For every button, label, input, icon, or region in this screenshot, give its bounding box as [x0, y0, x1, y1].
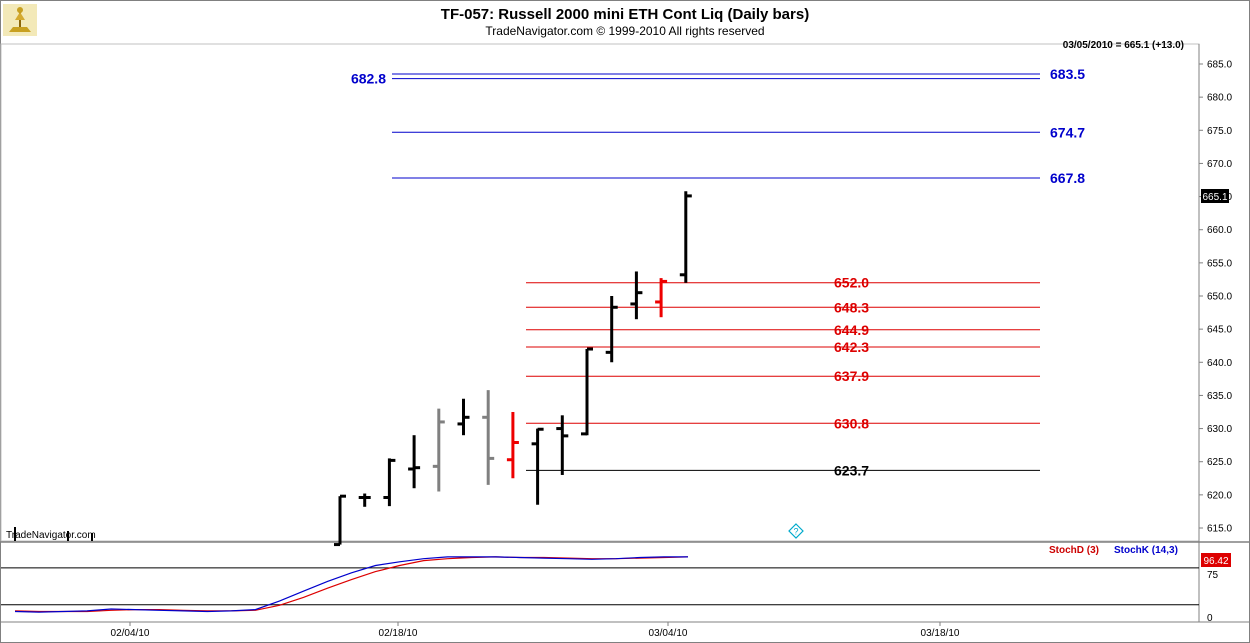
ohlc-bar — [358, 493, 371, 507]
price-tick-label: 685.0 — [1207, 60, 1232, 71]
level-label-644.9: 644.9 — [834, 322, 869, 338]
navigator-logo-icon[interactable] — [3, 4, 37, 36]
price-tick-label: 655.0 — [1207, 258, 1232, 269]
time-tick-label: 02/04/10 — [111, 628, 150, 639]
price-tick-label: 660.0 — [1207, 225, 1232, 236]
time-tick-label: 03/04/10 — [649, 628, 688, 639]
ohlc-bar — [605, 296, 618, 363]
last-price-label: 665.1 — [1202, 192, 1227, 203]
ohlc-bar — [531, 427, 544, 505]
stochd-legend: StochD (3) — [1049, 545, 1099, 556]
ohlc-bar — [457, 398, 470, 436]
price-tick-label: 650.0 — [1207, 292, 1232, 303]
last-price-box — [1201, 189, 1229, 203]
price-tick-label: 675.0 — [1207, 126, 1232, 137]
ohlc-bar — [581, 347, 593, 436]
stoch-value-box — [1201, 553, 1231, 567]
svg-text:?: ? — [793, 527, 798, 537]
level-label-674.7: 674.7 — [1050, 124, 1085, 140]
copyright-subtitle: TradeNavigator.com © 1999-2010 All right… — [485, 24, 764, 38]
stoch-tick-0: 0 — [1207, 613, 1213, 624]
ohlc-bar — [655, 278, 668, 318]
level-label-637.9: 637.9 — [834, 368, 869, 384]
last-quote: 03/05/2010 = 665.1 (+13.0) — [1063, 40, 1184, 51]
price-tick-label: 640.0 — [1207, 358, 1232, 369]
ohlc-bar — [556, 415, 569, 475]
ohlc-bar — [506, 412, 519, 479]
price-tick-label: 620.0 — [1207, 490, 1232, 501]
price-tick-label: 630.0 — [1207, 424, 1232, 435]
ohlc-bar — [630, 271, 643, 320]
ohlc-bar — [334, 494, 346, 547]
chart-title: TF-057: Russell 2000 mini ETH Cont Liq (… — [441, 6, 809, 23]
level-label-682.8: 682.8 — [351, 71, 386, 87]
help-diamond-icon[interactable]: ? — [788, 523, 804, 539]
price-tick-label: 625.0 — [1207, 457, 1232, 468]
time-tick-label: 02/18/10 — [379, 628, 418, 639]
ohlc-bar — [383, 458, 396, 507]
price-tick-label: 680.0 — [1207, 93, 1232, 104]
stochastic-pane — [1, 556, 1199, 613]
level-label-642.3: 642.3 — [834, 339, 869, 355]
price-pane — [0, 43, 1200, 542]
level-label-652.0: 652.0 — [834, 275, 869, 291]
stochk-legend: StochK (14,3) — [1114, 545, 1178, 556]
level-label-630.8: 630.8 — [834, 415, 869, 431]
ohlc-bars — [334, 191, 692, 547]
level-label-623.7: 623.7 — [834, 462, 869, 478]
price-axis: 615.0 620.0 625.0 630.0 635.0 640.0 645.0 650.0… — [1199, 60, 1232, 535]
stoch-tick-75: 75 — [1207, 570, 1219, 581]
watermark: TradeNavigator.com — [6, 530, 96, 541]
price-tick-label: 670.0 — [1207, 159, 1232, 170]
price-tick-label: 615.0 — [1207, 524, 1232, 535]
price-tick-label: 635.0 — [1207, 391, 1232, 402]
stochk-line — [14, 556, 688, 613]
ohlc-bar — [679, 191, 692, 283]
level-label-683.5: 683.5 — [1050, 66, 1085, 82]
level-label-648.3: 648.3 — [834, 299, 869, 315]
level-label-667.8: 667.8 — [1050, 170, 1085, 186]
time-axis: 02/04/10 02/18/10 03/04/10 03/18/10 — [111, 622, 960, 639]
ohlc-bar — [482, 390, 495, 485]
stoch-value-label: 96.42 — [1203, 556, 1228, 567]
ohlc-bar — [408, 435, 421, 489]
price-tick-label: 645.0 — [1207, 325, 1232, 336]
time-tick-label: 03/18/10 — [921, 628, 960, 639]
ohlc-bar — [432, 408, 445, 492]
